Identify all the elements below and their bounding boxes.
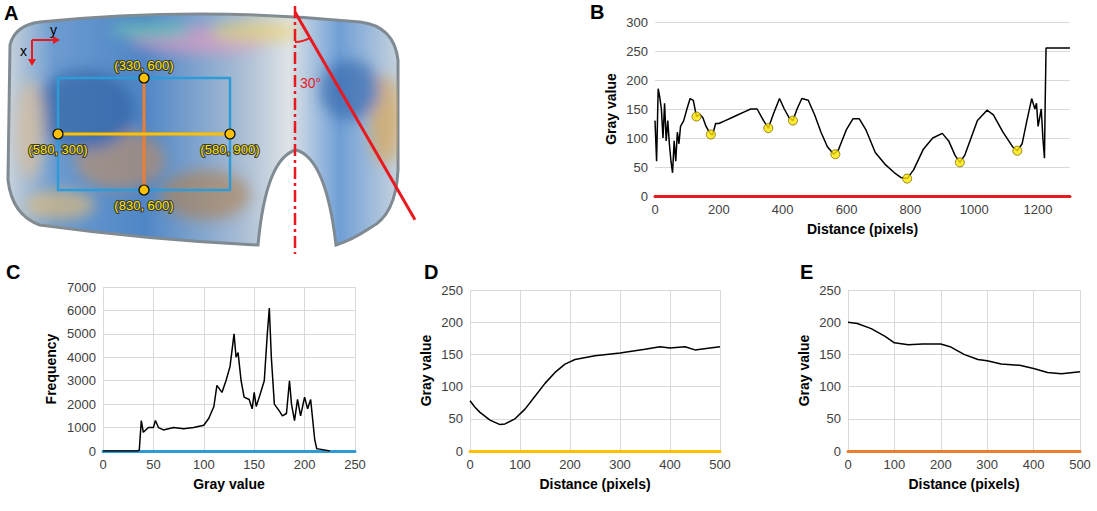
svg-text:0: 0: [834, 444, 841, 459]
svg-text:200: 200: [626, 73, 648, 88]
svg-text:B: B: [590, 1, 604, 23]
svg-text:y: y: [50, 22, 57, 38]
svg-text:300: 300: [626, 15, 648, 30]
svg-text:3000: 3000: [67, 373, 96, 388]
svg-text:1000: 1000: [67, 420, 96, 435]
svg-text:250: 250: [626, 44, 648, 59]
svg-text:0: 0: [456, 444, 463, 459]
svg-text:4000: 4000: [67, 350, 96, 365]
svg-text:Gray value: Gray value: [796, 334, 812, 406]
svg-text:Distance (pixels): Distance (pixels): [539, 476, 650, 492]
svg-text:E: E: [800, 261, 813, 283]
svg-text:100: 100: [884, 457, 906, 472]
svg-text:Frequency: Frequency: [43, 333, 59, 404]
svg-text:250: 250: [344, 457, 366, 472]
svg-text:800: 800: [900, 202, 922, 217]
svg-text:200: 200: [294, 457, 316, 472]
svg-text:100: 100: [509, 457, 531, 472]
svg-text:100: 100: [819, 379, 841, 394]
svg-text:400: 400: [659, 457, 681, 472]
svg-text:300: 300: [609, 457, 631, 472]
svg-text:0: 0: [99, 457, 106, 472]
svg-text:7000: 7000: [67, 280, 96, 295]
svg-text:(330, 600): (330, 600): [114, 58, 173, 73]
svg-text:250: 250: [819, 283, 841, 298]
svg-text:200: 200: [819, 315, 841, 330]
svg-text:400: 400: [1023, 457, 1045, 472]
svg-text:200: 200: [559, 457, 581, 472]
svg-text:500: 500: [1069, 457, 1091, 472]
svg-text:50: 50: [634, 160, 648, 175]
svg-text:0: 0: [466, 457, 473, 472]
svg-text:250: 250: [441, 283, 463, 298]
svg-text:150: 150: [441, 347, 463, 362]
svg-text:600: 600: [836, 202, 858, 217]
svg-text:0: 0: [641, 189, 648, 204]
svg-text:0: 0: [89, 444, 96, 459]
svg-text:(580, 300): (580, 300): [28, 142, 87, 157]
svg-text:6000: 6000: [67, 303, 96, 318]
svg-text:Gray value: Gray value: [193, 476, 265, 492]
svg-text:2000: 2000: [67, 397, 96, 412]
svg-text:0: 0: [651, 202, 658, 217]
svg-text:150: 150: [819, 347, 841, 362]
svg-text:200: 200: [441, 315, 463, 330]
svg-text:A: A: [4, 2, 18, 24]
svg-text:1000: 1000: [960, 202, 989, 217]
svg-text:0: 0: [844, 457, 851, 472]
svg-text:Distance (pixels): Distance (pixels): [807, 221, 918, 237]
svg-text:100: 100: [441, 379, 463, 394]
svg-text:500: 500: [709, 457, 731, 472]
svg-text:30°: 30°: [300, 75, 321, 91]
svg-text:50: 50: [449, 411, 463, 426]
svg-text:400: 400: [772, 202, 794, 217]
svg-text:Gray value: Gray value: [603, 73, 619, 145]
svg-text:(830, 600): (830, 600): [114, 198, 173, 213]
svg-text:x: x: [20, 43, 27, 59]
svg-text:C: C: [6, 261, 20, 283]
svg-text:1200: 1200: [1024, 202, 1053, 217]
svg-text:200: 200: [930, 457, 952, 472]
svg-text:D: D: [424, 261, 438, 283]
svg-text:150: 150: [626, 102, 648, 117]
svg-text:200: 200: [708, 202, 730, 217]
svg-text:100: 100: [626, 131, 648, 146]
svg-text:150: 150: [243, 457, 265, 472]
svg-text:(580, 900): (580, 900): [200, 142, 259, 157]
svg-text:Gray value: Gray value: [418, 334, 434, 406]
svg-text:50: 50: [827, 411, 841, 426]
svg-text:5000: 5000: [67, 326, 96, 341]
svg-text:300: 300: [976, 457, 998, 472]
svg-text:Distance (pixels): Distance (pixels): [908, 476, 1019, 492]
svg-text:50: 50: [146, 457, 160, 472]
svg-text:100: 100: [193, 457, 215, 472]
